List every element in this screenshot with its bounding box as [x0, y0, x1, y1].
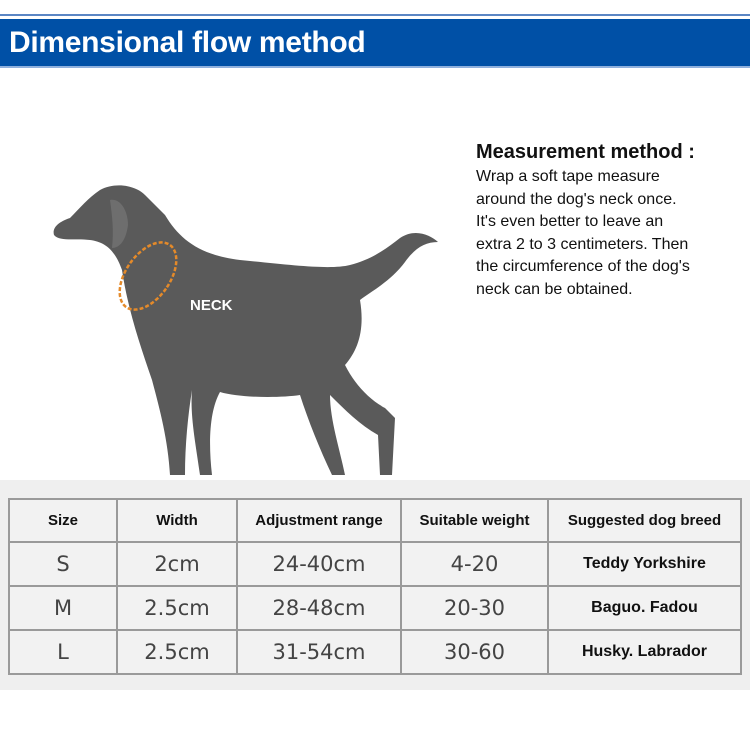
cell-breed: Husky. Labrador	[547, 629, 742, 675]
method-line: around the dog's neck once.	[476, 190, 677, 208]
header-adjustment-range: Adjustment range	[236, 498, 402, 543]
cell-breed: Baguo. Fadou	[547, 585, 742, 631]
table-row: L 2.5cm 31-54cm 30-60 Husky. Labrador	[8, 629, 742, 675]
cell-width: 2cm	[116, 541, 238, 587]
method-line: It's even better to leave an	[476, 213, 664, 230]
header-suitable-weight: Suitable weight	[400, 498, 549, 543]
method-title: Measurement method :	[476, 141, 695, 163]
size-table: Size Width Adjustment range Suitable wei…	[8, 498, 742, 675]
cell-weight: 30-60	[400, 629, 549, 675]
neck-label: NECK	[190, 297, 233, 314]
cell-range: 24-40cm	[236, 541, 402, 587]
cell-weight: 4-20	[400, 541, 549, 587]
cell-size: S	[8, 541, 118, 587]
cell-width: 2.5cm	[116, 629, 238, 675]
method-text: Wrap a soft tape measure around the dog'…	[476, 166, 746, 301]
cell-range: 28-48cm	[236, 585, 402, 631]
cell-range: 31-54cm	[236, 629, 402, 675]
dog-silhouette-icon: NECK	[53, 185, 438, 475]
header-band: Dimensional flow method	[0, 19, 750, 68]
table-row: S 2cm 24-40cm 4-20 Teddy Yorkshire	[8, 541, 742, 587]
cell-size: M	[8, 585, 118, 631]
cell-size: L	[8, 629, 118, 675]
measurement-method: Measurement method : Wrap a soft tape me…	[476, 141, 746, 301]
header-suggested-breed: Suggested dog breed	[547, 498, 742, 543]
header-rule	[0, 14, 750, 16]
method-line: the circumference of the dog's	[476, 258, 690, 275]
table-header-row: Size Width Adjustment range Suitable wei…	[8, 498, 742, 543]
header-width: Width	[116, 498, 238, 543]
method-line: Wrap a soft tape measure	[476, 168, 660, 185]
page-title: Dimensional flow method	[9, 26, 366, 59]
cell-weight: 20-30	[400, 585, 549, 631]
table-row: M 2.5cm 28-48cm 20-30 Baguo. Fadou	[8, 585, 742, 631]
method-line: extra 2 to 3 centimeters. Then	[476, 235, 689, 253]
cell-breed: Teddy Yorkshire	[547, 541, 742, 587]
method-line: neck can be obtained.	[476, 280, 633, 298]
cell-width: 2.5cm	[116, 585, 238, 631]
header-size: Size	[8, 498, 118, 543]
